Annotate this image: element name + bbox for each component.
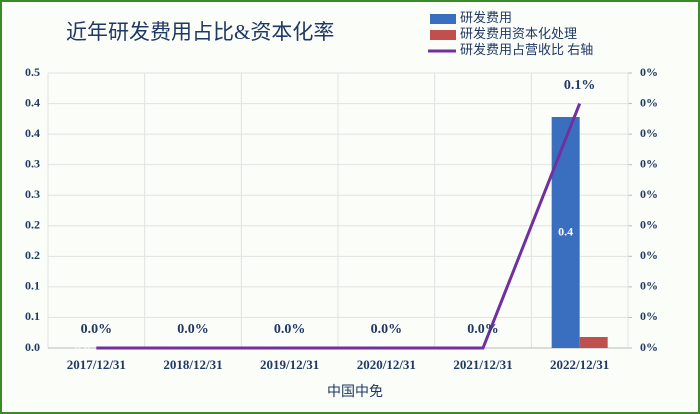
line-value-label: 0.0% [467, 322, 499, 337]
bar-value-label: 0.0 [75, 340, 90, 354]
legend-label: 研发费用资本化处理 [460, 26, 577, 41]
y-tick-label: 0.3 [25, 156, 40, 170]
legend-label: 研发费用 [460, 10, 512, 25]
x-tick-label: 2021/12/31 [453, 357, 512, 372]
y2-tick-label: 0% [640, 65, 658, 79]
x-axis-label: 中国中免 [327, 384, 383, 400]
bar-value-label: 0.4 [558, 224, 573, 238]
y2-tick-label: 0% [640, 156, 658, 170]
x-tick-label: 2019/12/31 [260, 357, 319, 372]
y2-tick-label: 0% [640, 340, 658, 354]
x-tick-label: 2018/12/31 [163, 357, 222, 372]
y-tick-label: 0.4 [25, 95, 40, 109]
bar [551, 117, 580, 348]
y-tick-label: 0.3 [25, 187, 40, 201]
bar [579, 337, 608, 348]
x-tick-label: 2022/12/31 [550, 357, 609, 372]
x-tick-label: 2017/12/31 [67, 357, 126, 372]
legend-swatch [430, 30, 456, 40]
y2-tick-label: 0% [640, 187, 658, 201]
y-tick-label: 0.2 [25, 218, 40, 232]
line-value-label: 0.1% [564, 78, 596, 93]
y2-tick-label: 0% [640, 126, 658, 140]
y-tick-label: 0.2 [25, 248, 40, 262]
y2-tick-label: 0% [640, 279, 658, 293]
line-value-label: 0.0% [274, 322, 306, 337]
y-tick-label: 0.0 [25, 340, 40, 354]
chart-title: 近年研发费用占比&资本化率 [66, 20, 334, 44]
x-tick-label: 2020/12/31 [357, 357, 416, 372]
y-tick-label: 0.5 [25, 65, 40, 79]
y-tick-label: 0.1 [25, 279, 40, 293]
y2-tick-label: 0% [640, 95, 658, 109]
legend-label: 研发费用占营收比 右轴 [460, 42, 593, 57]
y-tick-label: 0.1 [25, 309, 40, 323]
y2-tick-label: 0% [640, 309, 658, 323]
y-tick-label: 0.4 [25, 126, 40, 140]
legend-swatch [430, 14, 456, 24]
y2-tick-label: 0% [640, 218, 658, 232]
line-value-label: 0.0% [177, 322, 209, 337]
y2-tick-label: 0% [640, 248, 658, 262]
line-value-label: 0.0% [81, 322, 113, 337]
line-value-label: 0.0% [371, 322, 403, 337]
line [96, 103, 582, 350]
